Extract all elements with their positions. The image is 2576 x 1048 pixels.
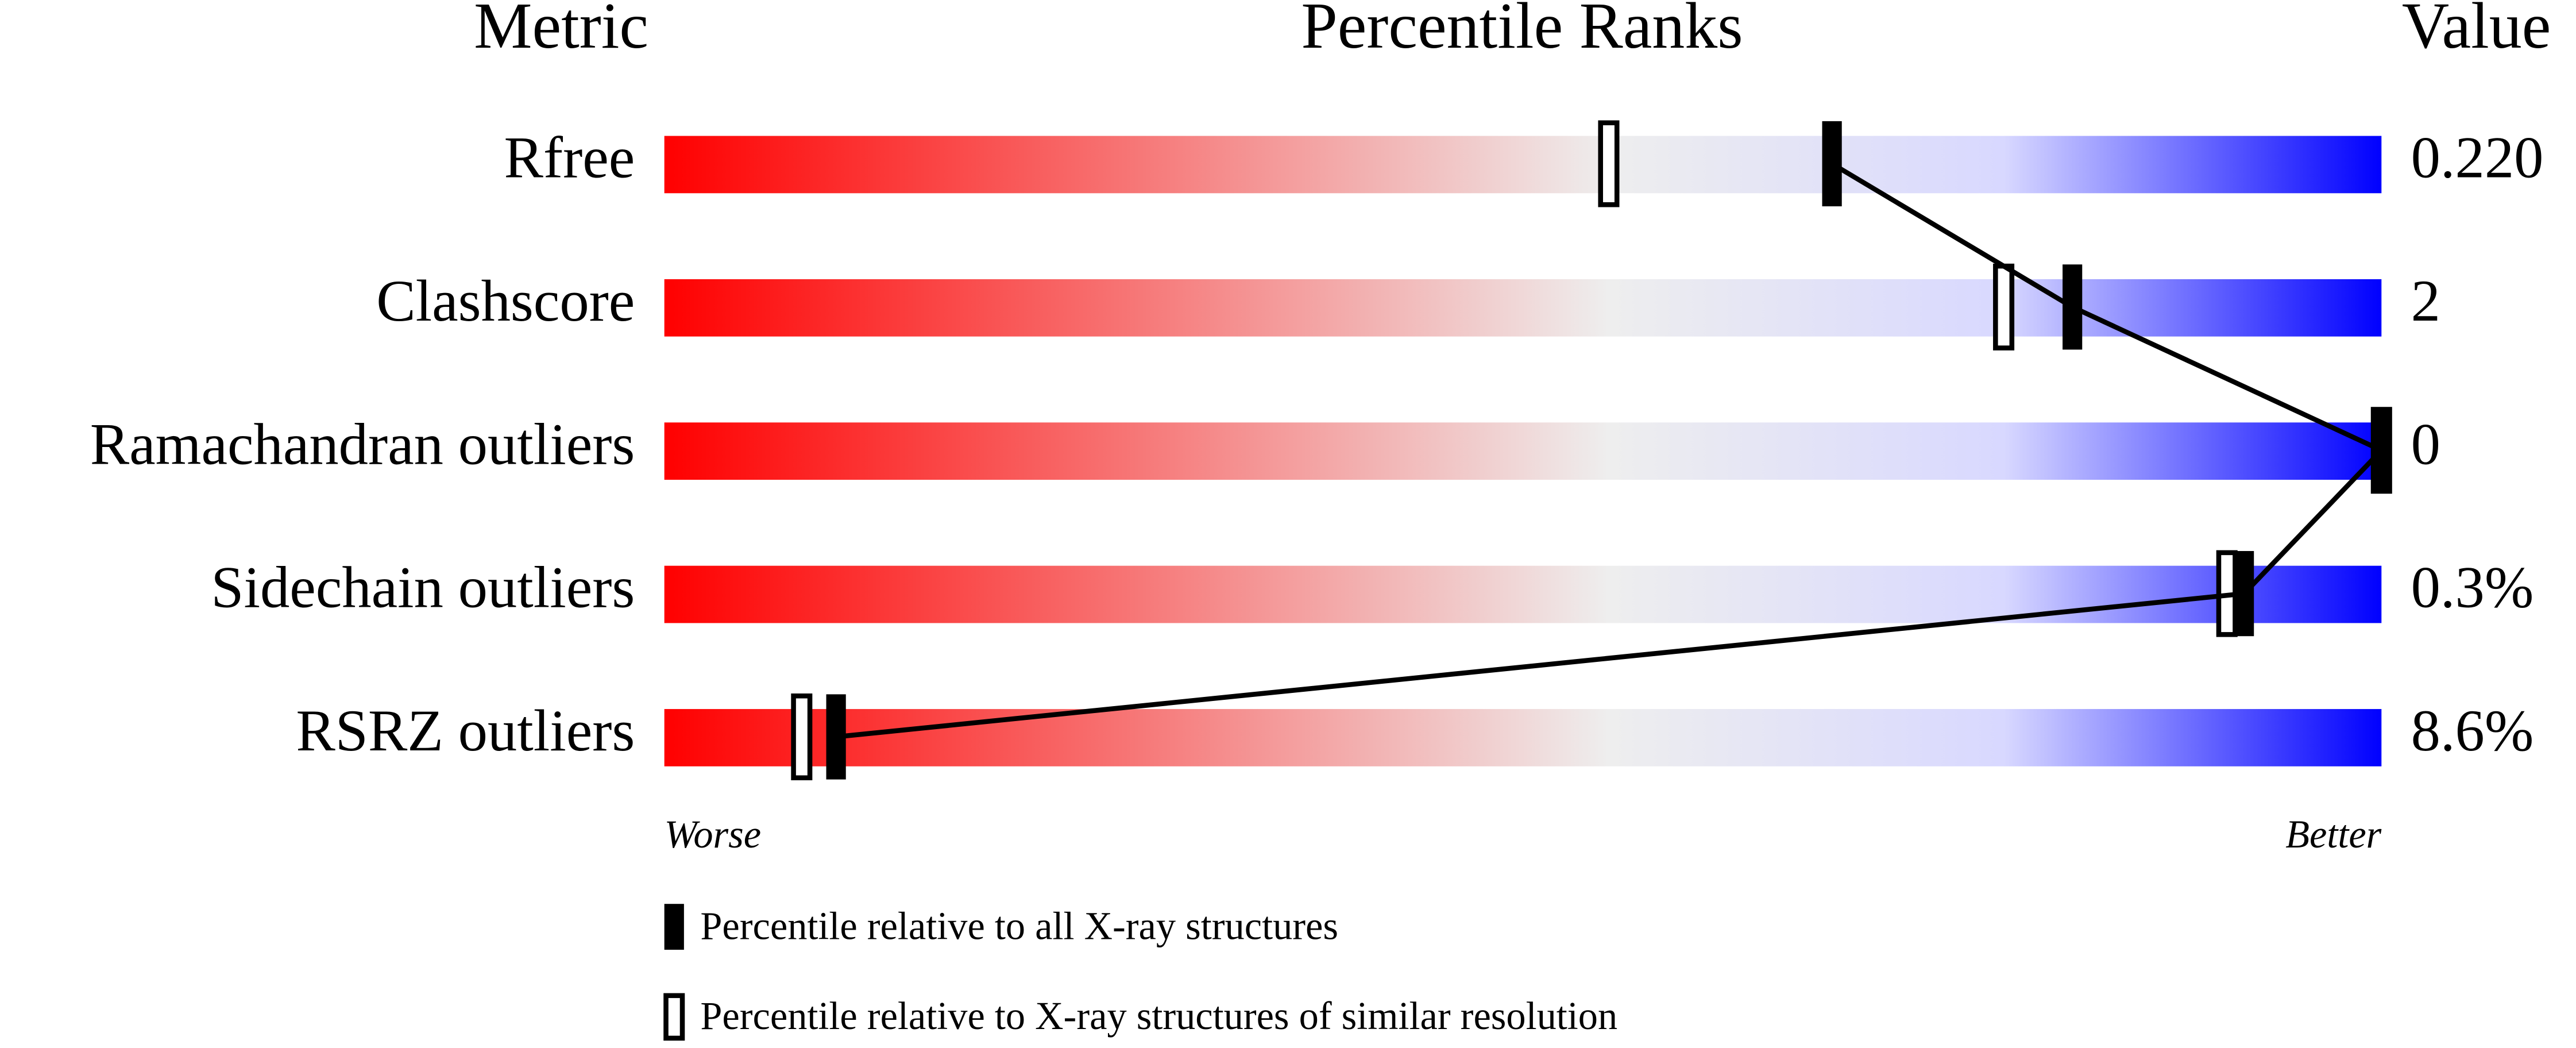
chart-title: Percentile Ranks <box>1301 0 1743 62</box>
high-label: Better <box>2285 812 2381 856</box>
low-label: Worse <box>665 812 761 856</box>
legend-swatch <box>664 904 684 950</box>
metric-label: Ramachandran outliers <box>90 412 635 477</box>
percentile-bar <box>664 279 2382 337</box>
legend-swatch <box>663 993 685 1041</box>
percentile-bar <box>664 709 2382 766</box>
marker-similar <box>1598 120 1620 207</box>
percentile-bar <box>664 136 2382 194</box>
metric-value: 2 <box>2411 269 2440 334</box>
connector-line <box>836 161 2386 739</box>
metric-label: Clashscore <box>376 269 635 334</box>
category-header: Metric <box>474 0 648 62</box>
metric-value: 0.3% <box>2411 556 2534 621</box>
metric-value: 8.6% <box>2411 699 2534 764</box>
metric-label: Sidechain outliers <box>211 556 635 621</box>
marker-similar <box>1993 263 2015 350</box>
value-header: Value <box>2402 0 2551 62</box>
metric-value: 0 <box>2411 412 2440 477</box>
marker-similar <box>791 693 813 781</box>
percentile-bar <box>664 422 2382 480</box>
percentile-bar <box>664 565 2382 623</box>
legend-label: Percentile relative to X-ray structures … <box>700 994 1617 1038</box>
metric-label: RSRZ outliers <box>296 699 635 764</box>
metric-value: 0.220 <box>2411 126 2544 191</box>
legend-label: Percentile relative to all X-ray structu… <box>700 904 1338 947</box>
metric-label: Rfree <box>504 126 635 191</box>
